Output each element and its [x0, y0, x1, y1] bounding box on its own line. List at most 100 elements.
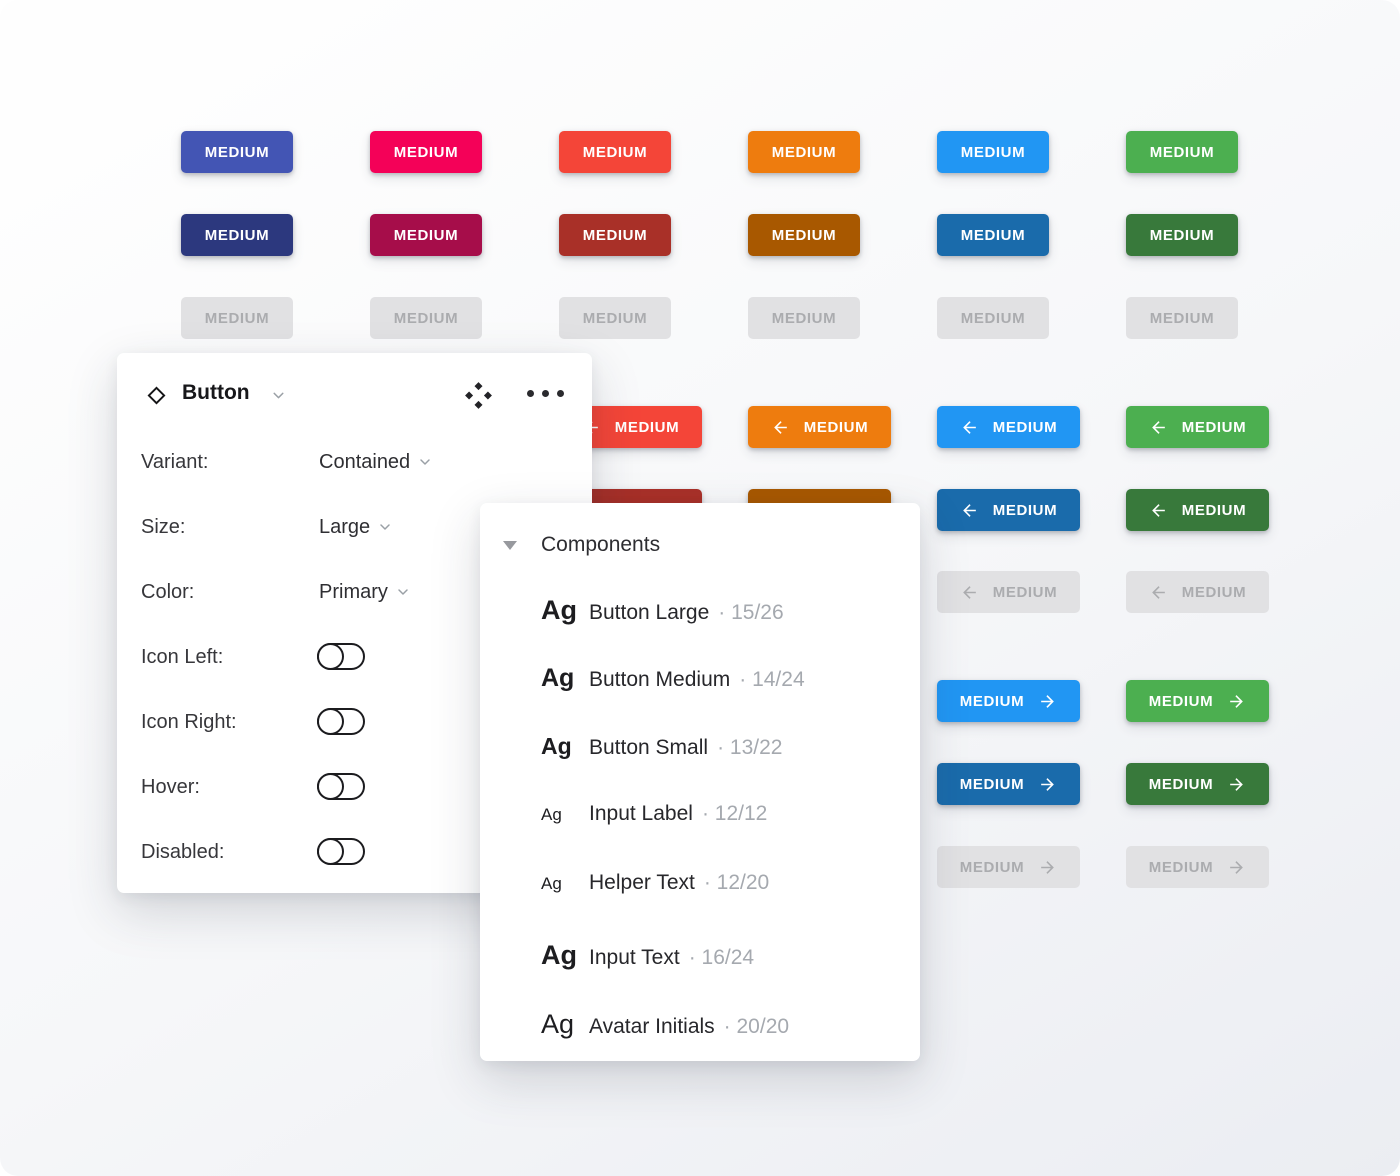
arrow-left-icon — [1151, 503, 1165, 517]
icon-left-toggle[interactable] — [317, 643, 365, 670]
type-sample: Ag — [541, 805, 562, 824]
instance-diamonds-icon[interactable] — [463, 380, 494, 416]
button-label: MEDIUM — [393, 143, 459, 161]
button-label: MEDIUM — [582, 226, 648, 244]
property-row-icon-right: Icon Right: — [117, 708, 592, 736]
property-label: Variant: — [141, 451, 209, 473]
more-options-icon[interactable] — [527, 390, 564, 397]
type-sample: Ag — [541, 874, 562, 893]
button-red-dark[interactable]: MEDIUM — [559, 214, 671, 256]
component-name: Input Text — [589, 946, 680, 969]
component-item-input-text[interactable]: Ag Input Text 16/24 — [541, 940, 754, 978]
component-name: Avatar Initials — [589, 1015, 715, 1038]
button-green-dark[interactable]: MEDIUM — [1126, 214, 1238, 256]
button-label: MEDIUM — [1181, 501, 1247, 519]
chevron-down-icon — [380, 524, 390, 530]
button-indigo-disabled[interactable]: MEDIUM — [181, 297, 293, 339]
type-sample: Ag — [541, 664, 575, 692]
button-pink-disabled[interactable]: MEDIUM — [370, 297, 482, 339]
button-label: MEDIUM — [771, 226, 837, 244]
arrow-right-icon — [1041, 777, 1055, 791]
size-dropdown[interactable]: Large — [319, 513, 393, 541]
button-orange-base[interactable]: MEDIUM — [748, 131, 860, 173]
button-pink-base[interactable]: MEDIUM — [370, 131, 482, 173]
button-blue-disabled-left-arrow[interactable]: MEDIUM — [937, 571, 1080, 613]
button-green-disabled-right-arrow[interactable]: MEDIUM — [1126, 846, 1269, 888]
button-label: MEDIUM — [959, 775, 1025, 793]
dropdown-value: Large — [319, 516, 371, 538]
component-item-button-medium[interactable]: Ag Button Medium 14/24 — [541, 664, 805, 702]
property-row-icon-left: Icon Left: — [117, 643, 592, 671]
dropdown-value: Contained — [319, 451, 411, 473]
component-spec: 16/24 — [689, 946, 755, 970]
button-label: MEDIUM — [582, 309, 648, 327]
color-dropdown[interactable]: Primary — [319, 578, 411, 606]
component-name: Button Large — [589, 601, 710, 624]
button-green-dark-left-arrow[interactable]: MEDIUM — [1126, 489, 1269, 531]
button-blue-disabled[interactable]: MEDIUM — [937, 297, 1049, 339]
arrow-right-icon — [1041, 694, 1055, 708]
button-green-base[interactable]: MEDIUM — [1126, 131, 1238, 173]
chevron-down-icon[interactable] — [270, 387, 287, 409]
button-blue-base[interactable]: MEDIUM — [937, 131, 1049, 173]
button-indigo-dark[interactable]: MEDIUM — [181, 214, 293, 256]
arrow-right-icon — [1041, 860, 1055, 874]
type-sample: Ag — [541, 1009, 575, 1039]
chevron-down-icon — [398, 589, 408, 595]
component-name: Button Small — [589, 736, 709, 759]
button-blue-dark-right-arrow[interactable]: MEDIUM — [937, 763, 1080, 805]
button-label: MEDIUM — [960, 309, 1026, 327]
button-blue-dark[interactable]: MEDIUM — [937, 214, 1049, 256]
button-blue-base-left-arrow[interactable]: MEDIUM — [937, 406, 1080, 448]
property-label: Icon Right: — [141, 711, 237, 733]
component-item-button-large[interactable]: Ag Button Large 15/26 — [541, 595, 784, 633]
button-label: MEDIUM — [959, 692, 1025, 710]
button-label: MEDIUM — [1149, 143, 1215, 161]
property-row-variant: Variant: Contained — [117, 448, 592, 476]
component-item-input-label[interactable]: Ag Input Label 12/12 — [541, 802, 767, 840]
button-indigo-base[interactable]: MEDIUM — [181, 131, 293, 173]
variant-dropdown[interactable]: Contained — [319, 448, 433, 476]
disabled-toggle[interactable] — [317, 838, 365, 865]
component-item-avatar-initials[interactable]: Ag Avatar Initials 20/20 — [541, 1009, 789, 1047]
button-label: MEDIUM — [1148, 692, 1214, 710]
disclosure-triangle-icon[interactable] — [503, 540, 517, 550]
button-pink-dark[interactable]: MEDIUM — [370, 214, 482, 256]
button-red-base[interactable]: MEDIUM — [559, 131, 671, 173]
button-green-disabled-left-arrow[interactable]: MEDIUM — [1126, 571, 1269, 613]
component-item-button-small[interactable]: Ag Button Small 13/22 — [541, 733, 782, 771]
button-label: MEDIUM — [1149, 226, 1215, 244]
button-orange-base-left-arrow[interactable]: MEDIUM — [748, 406, 891, 448]
button-green-disabled[interactable]: MEDIUM — [1126, 297, 1238, 339]
button-green-base-left-arrow[interactable]: MEDIUM — [1126, 406, 1269, 448]
icon-right-toggle[interactable] — [317, 708, 365, 735]
components-header: Components — [503, 531, 660, 559]
property-label: Disabled: — [141, 841, 225, 863]
button-blue-dark-left-arrow[interactable]: MEDIUM — [937, 489, 1080, 531]
arrow-left-icon — [1151, 420, 1165, 434]
button-label: MEDIUM — [1181, 583, 1247, 601]
component-item-helper-text[interactable]: Ag Helper Text 12/20 — [541, 871, 769, 909]
dropdown-value: Primary — [319, 581, 388, 603]
arrow-right-icon — [1230, 777, 1244, 791]
arrow-left-icon — [773, 420, 787, 434]
component-spec: 13/22 — [717, 736, 783, 760]
button-green-dark-right-arrow[interactable]: MEDIUM — [1126, 763, 1269, 805]
property-row-size: Size: Large — [117, 513, 592, 541]
button-red-disabled[interactable]: MEDIUM — [559, 297, 671, 339]
button-orange-dark[interactable]: MEDIUM — [748, 214, 860, 256]
toggle-knob — [317, 708, 344, 735]
toggle-knob — [317, 838, 344, 865]
button-blue-base-right-arrow[interactable]: MEDIUM — [937, 680, 1080, 722]
arrow-left-icon — [962, 420, 976, 434]
button-blue-disabled-right-arrow[interactable]: MEDIUM — [937, 846, 1080, 888]
toggle-knob — [317, 773, 344, 800]
hover-toggle[interactable] — [317, 773, 365, 800]
type-sample: Ag — [541, 733, 572, 759]
button-orange-disabled[interactable]: MEDIUM — [748, 297, 860, 339]
button-label: MEDIUM — [204, 143, 270, 161]
button-label: MEDIUM — [771, 309, 837, 327]
component-spec: 12/12 — [702, 802, 768, 826]
button-label: MEDIUM — [393, 226, 459, 244]
button-green-base-right-arrow[interactable]: MEDIUM — [1126, 680, 1269, 722]
